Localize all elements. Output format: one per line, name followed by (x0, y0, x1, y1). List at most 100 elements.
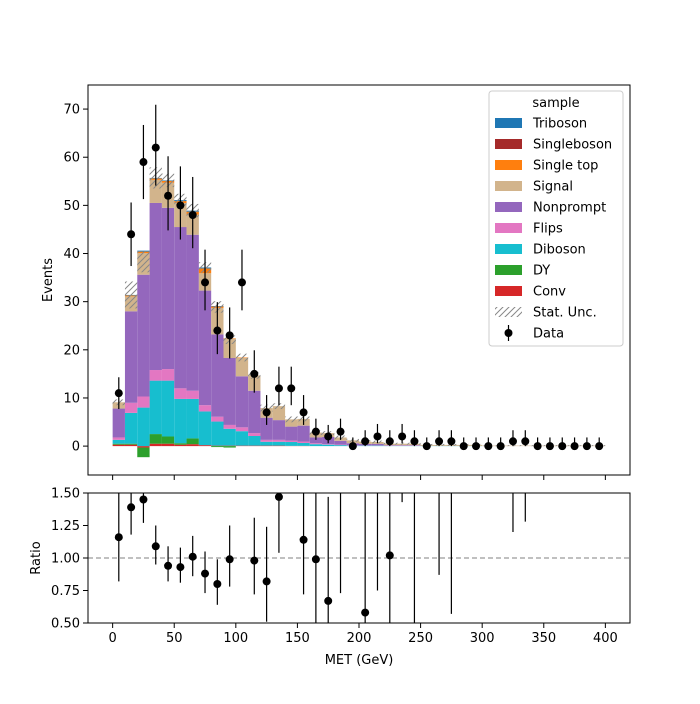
bar-segment (113, 440, 125, 444)
bar-segment (125, 445, 137, 446)
bar-segment (174, 445, 186, 446)
ratio-point (361, 609, 369, 617)
bar-segment (297, 426, 309, 442)
ratio-y-tick-label: 1.50 (51, 487, 80, 502)
x-tick-label: 100 (223, 631, 248, 646)
legend-label: Diboson (533, 243, 586, 258)
ratio-y-tick-label: 0.75 (51, 584, 80, 599)
legend-title: sample (532, 96, 579, 111)
ratio-y-tick-label: 0.50 (51, 617, 80, 632)
ratio-y-tick-label: 1.00 (51, 552, 80, 567)
legend-marker (505, 329, 513, 337)
y-tick-label: 10 (63, 391, 80, 406)
bar-segment (150, 381, 162, 434)
data-point (324, 432, 332, 440)
bar-segment (260, 440, 272, 442)
main-y-label: Events (41, 258, 56, 302)
data-point (447, 437, 455, 445)
ratio-point (176, 563, 184, 571)
data-point (337, 428, 345, 436)
bar-segment (187, 399, 199, 438)
stat-unc-bin (285, 417, 297, 423)
bar-segment (199, 411, 211, 445)
data-point (300, 408, 308, 416)
bar-segment (125, 403, 137, 413)
data-point (250, 370, 258, 378)
bar-segment (113, 409, 125, 438)
bar-segment (371, 444, 383, 445)
ratio-point (213, 580, 221, 588)
data-point (152, 144, 160, 152)
data-point (546, 442, 554, 450)
bar-segment (150, 434, 162, 444)
bar-segment (224, 358, 236, 425)
data-point (312, 428, 320, 436)
data-point (361, 437, 369, 445)
legend-label: Conv (533, 285, 566, 300)
bar-segment (224, 446, 236, 447)
bar-segment (125, 444, 137, 445)
bar-segment (137, 275, 149, 397)
ratio-point (115, 533, 123, 541)
x-tick-label: 300 (470, 631, 495, 646)
bar-segment (162, 381, 174, 437)
ratio-y-tick-label: 1.25 (51, 519, 80, 534)
ratio-point (139, 496, 147, 504)
bar-segment (285, 442, 297, 446)
data-point (164, 192, 172, 200)
ratio-point (152, 542, 160, 550)
bar-segment (162, 444, 174, 446)
bar-segment (174, 399, 186, 443)
bar-segment (187, 438, 199, 444)
bar-segment (236, 376, 248, 427)
bar-segment (174, 388, 186, 399)
data-point (571, 442, 579, 450)
data-point (410, 437, 418, 445)
bar-segment (174, 227, 186, 388)
bar-segment (260, 442, 272, 446)
bar-segment (297, 443, 309, 446)
bar-segment (125, 413, 137, 444)
x-tick-label: 200 (347, 631, 372, 646)
bar-segment (113, 437, 125, 439)
bar-segment (174, 443, 186, 444)
stat-unc-bin (236, 354, 248, 362)
data-point (435, 437, 443, 445)
data-point (373, 432, 381, 440)
bar-segment (310, 443, 322, 444)
bar-segment (224, 429, 236, 446)
data-point (115, 389, 123, 397)
stat-unc-bin (125, 281, 137, 308)
legend-swatch (495, 160, 522, 170)
data-point (398, 432, 406, 440)
y-tick-label: 20 (63, 343, 80, 358)
ratio-point (127, 503, 135, 511)
x-axis-label: MET (GeV) (325, 653, 394, 668)
data-point (386, 437, 394, 445)
bar-segment (137, 448, 149, 458)
bar-segment (297, 442, 309, 443)
data-point (213, 327, 221, 335)
legend-label: Flips (533, 222, 563, 237)
legend-swatch (495, 223, 522, 233)
bar-segment (199, 405, 211, 411)
bar-segment (236, 427, 248, 431)
data-point (423, 442, 431, 450)
data-point (189, 211, 197, 219)
bar-segment (137, 446, 149, 447)
data-point (263, 408, 271, 416)
data-point (127, 230, 135, 238)
bar-segment (187, 391, 199, 399)
ratio-point (250, 557, 258, 565)
legend-swatch (495, 181, 522, 191)
bar-segment (322, 445, 334, 446)
bar-segment (162, 208, 174, 369)
ratio-point (226, 555, 234, 563)
bar-segment (248, 391, 260, 433)
bar-segment (248, 433, 260, 436)
bar-segment (199, 445, 211, 446)
ratio-point (189, 553, 197, 561)
legend-label: Stat. Unc. (533, 306, 597, 321)
